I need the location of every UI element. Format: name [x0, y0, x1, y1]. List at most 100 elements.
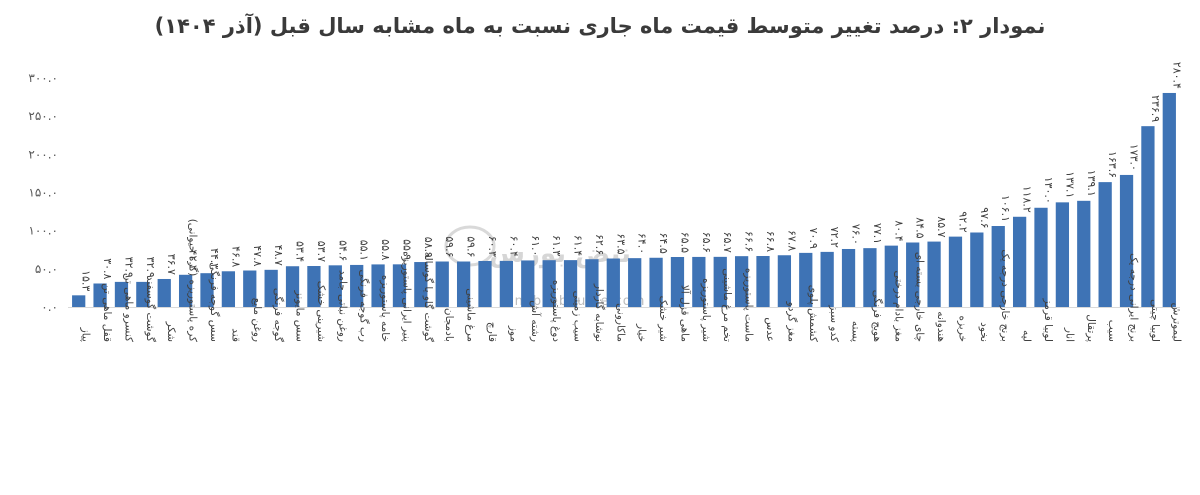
x-tick-label: رب گوجه فرنگی	[358, 270, 371, 342]
x-tick-label: ماست پاستوریزه	[743, 268, 755, 342]
bar	[307, 266, 321, 307]
x-tick-label: قارچ	[486, 322, 498, 342]
x-tick-label: دوغ پاستوریزه	[550, 280, 562, 342]
x-tick-label: لپه	[1021, 330, 1033, 342]
bar	[799, 252, 813, 307]
bar	[585, 259, 599, 307]
x-tick-label: قفل ماهی تن	[101, 283, 113, 342]
bar-series	[72, 92, 1176, 307]
data-label: ۶۶.۸	[764, 231, 777, 252]
data-label: ۵۹.۶	[465, 236, 478, 257]
bar	[414, 262, 428, 307]
x-tick-label: لوبیا چیتی	[1149, 299, 1161, 342]
bar	[991, 226, 1005, 307]
data-label: ۹۷.۶	[978, 207, 991, 228]
x-tick-label: خربزه	[956, 315, 968, 342]
x-tick-label: پیاز	[80, 327, 92, 342]
bar	[542, 260, 556, 307]
bar	[243, 270, 257, 307]
bar	[970, 232, 984, 307]
bar	[563, 260, 578, 307]
data-label: ۷۲.۲	[828, 227, 841, 248]
bar	[285, 266, 300, 307]
x-tick-label: کشمش پلوی	[807, 285, 819, 342]
data-label: ۳۲.۹	[144, 257, 157, 278]
data-label: ۴۷.۸	[251, 245, 264, 266]
data-label: ۶۴.۰	[636, 233, 649, 254]
x-tick-label: کدو سبز	[828, 304, 840, 342]
data-label: ۸۵.۷	[935, 216, 948, 237]
data-label: ۶۱.۰	[529, 235, 542, 256]
data-label: ۷۷.۱	[871, 223, 884, 244]
x-tick-label: برنج ایرانی درجه یک	[1128, 253, 1140, 342]
bar	[734, 256, 749, 307]
x-tick-label: بادمجان	[443, 308, 455, 342]
bar	[264, 269, 278, 307]
data-label: ۵۵.۱	[358, 240, 371, 261]
x-tick-label: رشته آش	[529, 300, 542, 342]
bar	[927, 241, 941, 307]
data-label: ۳۶.۷	[165, 254, 178, 275]
data-label: ۶۳.۵	[614, 233, 627, 254]
data-label: ۶۲.۶	[593, 234, 606, 255]
y-tick-label: ۲۵۰.۰	[28, 109, 58, 123]
x-tick-label: گوشت گوسفند	[144, 276, 157, 342]
bar	[756, 256, 770, 307]
x-tick-label: ماهی قزل آلا	[678, 285, 691, 342]
x-tick-label: شیر پاستوریزه	[700, 278, 712, 342]
data-label: ۹۲.۲	[956, 211, 969, 232]
bar	[521, 260, 535, 307]
data-label: ۶۶.۶	[743, 231, 756, 252]
x-tick-label: انار	[1063, 327, 1075, 342]
bar	[499, 260, 514, 307]
bar	[200, 273, 214, 307]
x-tick-label: پنیر ایرانی پاستوریزه	[400, 251, 412, 342]
bar	[1012, 216, 1027, 307]
bar	[157, 278, 171, 307]
x-tick-label: عدس	[764, 317, 776, 342]
data-label: ۵۵.۹	[400, 239, 413, 260]
y-tick-label: ۱۵۰.۰	[28, 186, 58, 200]
x-tick-label: سیب	[1106, 320, 1118, 342]
x-tick-label: لیموترش	[1170, 303, 1182, 342]
bar	[670, 257, 685, 307]
x-tick-label: تخم مرغ ماشینی	[721, 268, 733, 342]
bar	[456, 261, 471, 307]
data-label: ۱۵.۳	[80, 270, 93, 291]
bar	[392, 264, 407, 307]
bar	[649, 257, 663, 307]
bar	[713, 256, 727, 307]
x-tick-label: خامه پاستوریزه	[379, 275, 391, 342]
x-tick-label: کره پاستوریزه (گره حیوانی)	[187, 219, 200, 342]
x-tick-label: شیرینی خشک	[315, 281, 327, 342]
y-tick-label: ۰.۰	[41, 300, 58, 314]
data-label: ۳۲.۹	[122, 257, 135, 278]
x-tick-label: روغن مایع	[251, 298, 263, 342]
data-label: ۵۸.۹	[422, 237, 435, 258]
bar	[1034, 207, 1048, 307]
bar	[371, 264, 385, 307]
bar	[136, 281, 150, 307]
x-tick-label: هویج فرنگی	[871, 290, 884, 342]
y-tick-label: ۳۰۰.۰	[28, 71, 58, 85]
data-label: ۸۰.۴	[892, 220, 905, 241]
x-tick-label: گوشت گاو یا گوساله	[422, 252, 435, 342]
x-tick-label: خیار	[636, 323, 648, 342]
data-label: ۲۳۶.۹	[1149, 95, 1162, 122]
bar	[606, 258, 620, 307]
y-tick-label: ۲۰۰.۰	[28, 147, 58, 161]
bar	[435, 261, 449, 307]
data-label: ۴۴.۳	[208, 248, 221, 269]
data-label: ۶۴.۵	[657, 233, 670, 254]
bar	[478, 260, 492, 307]
x-tick-label: مغز گردو	[785, 301, 798, 342]
x-tick-label: پسته	[850, 321, 862, 342]
data-label: ۵۹.۶	[443, 236, 456, 257]
data-labels: ۱۵.۳ ۳۰.۸ ۳۲.۹ ۳۲.۹ ۳۶.۷ ۴۲.۲ ۴۴.۳ ۴۶.۸ ۴۷.۸ ۴۸.۷…	[80, 62, 1184, 292]
data-label: ۲۸۰.۴	[1170, 62, 1183, 89]
data-label: ۶۰.۴	[507, 236, 520, 257]
data-label: ۶۰.۳	[486, 236, 499, 257]
x-tick-label: برنج خارجی درجه یک	[999, 249, 1011, 342]
bar	[1055, 202, 1070, 307]
